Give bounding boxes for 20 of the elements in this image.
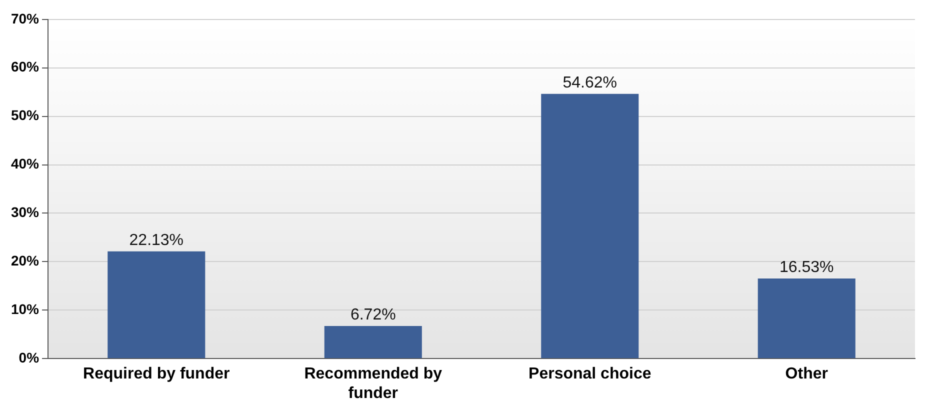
y-tick-label: 0% xyxy=(18,349,40,366)
bar xyxy=(324,326,422,358)
y-tick-label: 10% xyxy=(10,301,40,317)
bar xyxy=(108,251,206,358)
data-label: 16.53% xyxy=(779,258,834,276)
y-tick-label: 70% xyxy=(10,10,40,26)
y-tick-label: 30% xyxy=(10,204,40,220)
y-tick-label: 40% xyxy=(10,156,40,172)
x-tick-label: Other xyxy=(785,366,828,383)
x-tick-label: Required by funder xyxy=(83,366,230,383)
y-tick-label: 50% xyxy=(10,107,40,124)
y-tick-label: 20% xyxy=(10,252,40,269)
bar xyxy=(758,278,856,358)
x-tick-label: Personal choice xyxy=(528,366,652,383)
y-tick-label: 60% xyxy=(10,58,40,75)
x-tick-label: Recommended by funder xyxy=(304,366,442,402)
data-label: 22.13% xyxy=(129,232,184,249)
data-label: 54.62% xyxy=(562,74,618,92)
bar xyxy=(541,94,639,358)
data-label: 6.72% xyxy=(350,306,396,324)
